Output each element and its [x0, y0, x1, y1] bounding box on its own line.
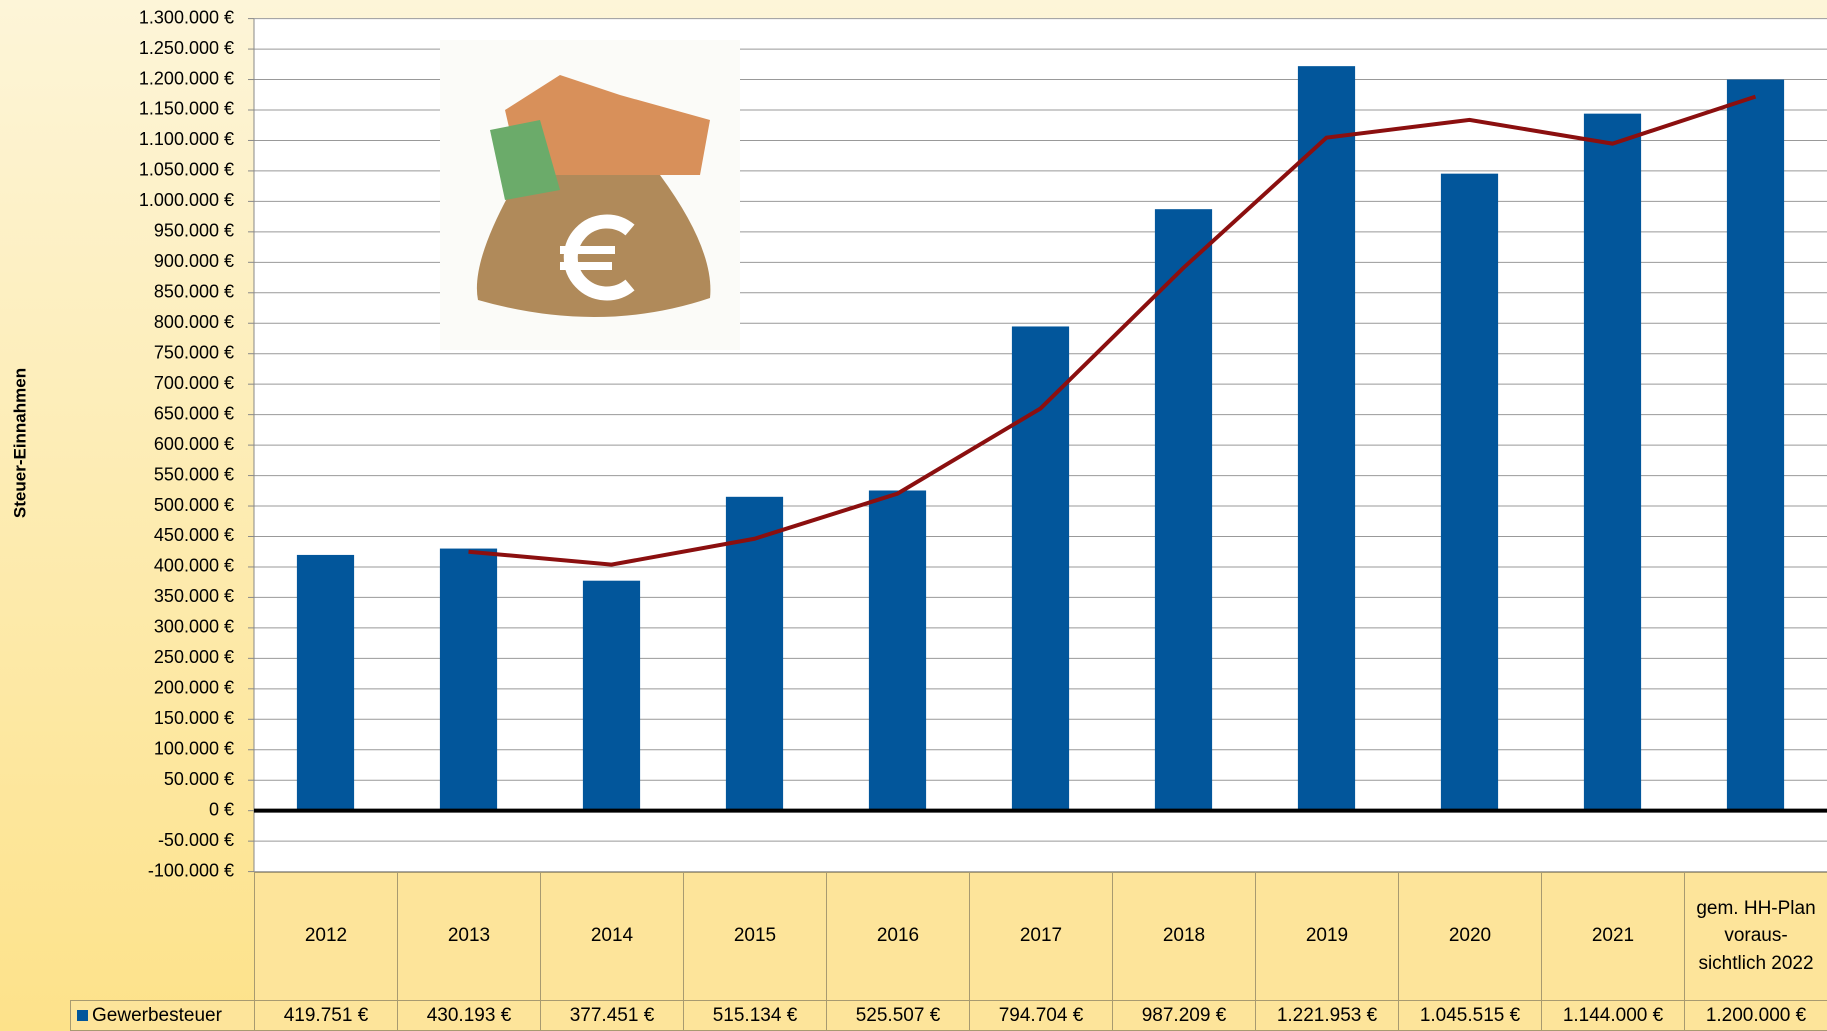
y-tick-label: 450.000 €: [154, 525, 234, 545]
value-label: 515.134 €: [683, 1000, 827, 1031]
category-cell-text: 2020: [1449, 922, 1491, 950]
category-cell: 2012: [254, 872, 398, 1001]
category-cell-text: 2016: [877, 922, 919, 950]
y-tick-label: 800.000 €: [154, 312, 234, 332]
value-label: 1.045.515 €: [1398, 1000, 1542, 1031]
category-cell: 2019: [1255, 872, 1399, 1001]
y-tick-label: 50.000 €: [164, 769, 234, 789]
y-tick-label: 850.000 €: [154, 282, 234, 302]
value-label: 377.451 €: [540, 1000, 684, 1031]
category-cell: 2017: [969, 872, 1113, 1001]
y-tick-label: 600.000 €: [154, 434, 234, 454]
value-label: 987.209 €: [1112, 1000, 1256, 1031]
category-cell: 2015: [683, 872, 827, 1001]
value-label-text: 525.507 €: [856, 1002, 941, 1030]
category-cell: 2014: [540, 872, 684, 1001]
y-tick-label: 1.250.000 €: [139, 38, 234, 58]
value-label-text: 515.134 €: [713, 1002, 798, 1030]
y-tick-label: 1.000.000 €: [139, 190, 234, 210]
page: Steuer-Einnahmen -100.000 € -50.000 € 0 € 5…: [0, 0, 1827, 1031]
y-tick-label: 1.300.000 €: [139, 7, 234, 27]
y-tick-label: 250.000 €: [154, 647, 234, 667]
category-cell-text: 2014: [591, 922, 633, 950]
y-tick-label: 1.050.000 €: [139, 160, 234, 180]
y-tick-label: 650.000 €: [154, 403, 234, 423]
value-label: 525.507 €: [826, 1000, 970, 1031]
money-bag-picture: [440, 40, 740, 350]
y-tick-label: 1.200.000 €: [139, 68, 234, 88]
category-cell-text: 2012: [305, 922, 347, 950]
y-tick-label: 400.000 €: [154, 556, 234, 576]
category-cell-text: 2015: [734, 922, 776, 950]
y-tick-label: 1.100.000 €: [139, 129, 234, 149]
y-tick-label: 750.000 €: [154, 342, 234, 362]
y-tick-label: -100.000 €: [148, 860, 234, 880]
value-label: 794.704 €: [969, 1000, 1113, 1031]
y-tick-label: 350.000 €: [154, 586, 234, 606]
category-cell-text: gem. HH-Plan voraus-sichtlich 2022: [1691, 895, 1821, 978]
value-label: 1.221.953 €: [1255, 1000, 1399, 1031]
category-cell: 2018: [1112, 872, 1256, 1001]
y-tick-label: 150.000 €: [154, 708, 234, 728]
value-label-text: 1.144.000 €: [1563, 1002, 1663, 1030]
bar: [1584, 114, 1641, 811]
category-cell: gem. HH-Plan voraus-sichtlich 2022: [1684, 872, 1827, 1001]
bar: [869, 490, 926, 810]
value-label-text: 794.704 €: [999, 1002, 1084, 1030]
y-tick-label: 550.000 €: [154, 464, 234, 484]
bar: [1441, 174, 1498, 811]
y-tick-label: 200.000 €: [154, 678, 234, 698]
y-tick-label: 500.000 €: [154, 495, 234, 515]
y-tick-label: 0 €: [209, 799, 234, 819]
category-cell: 2021: [1541, 872, 1685, 1001]
y-tick-label: 950.000 €: [154, 221, 234, 241]
category-cell: 2016: [826, 872, 970, 1001]
y-tick-label: 1.150.000 €: [139, 99, 234, 119]
value-label: 1.144.000 €: [1541, 1000, 1685, 1031]
y-tick-label: 700.000 €: [154, 373, 234, 393]
value-label: 430.193 €: [397, 1000, 541, 1031]
legend-label: Gewerbesteuer: [92, 1002, 222, 1030]
bar: [1298, 66, 1355, 811]
value-label-text: 419.751 €: [284, 1002, 369, 1030]
y-tick-label: -50.000 €: [158, 830, 234, 850]
category-cell-text: 2017: [1020, 922, 1062, 950]
bar: [1727, 80, 1784, 811]
bar: [297, 555, 354, 811]
value-label-text: 1.045.515 €: [1420, 1002, 1520, 1030]
y-axis-label: Steuer-Einnahmen: [10, 368, 29, 518]
bar: [1012, 326, 1069, 810]
category-cell: 2013: [397, 872, 541, 1001]
category-cell-text: 2013: [448, 922, 490, 950]
bar: [583, 581, 640, 811]
value-label-text: 1.221.953 €: [1277, 1002, 1377, 1030]
bar: [1155, 209, 1212, 810]
legend-key: [77, 1010, 88, 1021]
category-cell-text: 2019: [1306, 922, 1348, 950]
value-label-text: 430.193 €: [427, 1002, 512, 1030]
bar: [440, 549, 497, 811]
value-label: 419.751 €: [254, 1000, 398, 1031]
legend-cell: Gewerbesteuer: [70, 1000, 255, 1031]
value-label-text: 377.451 €: [570, 1002, 655, 1030]
category-cell-text: 2018: [1163, 922, 1205, 950]
value-label-text: 987.209 €: [1142, 1002, 1227, 1030]
value-label-text: 1.200.000 €: [1706, 1002, 1806, 1030]
category-cell-text: 2021: [1592, 922, 1634, 950]
y-tick-label: 900.000 €: [154, 251, 234, 271]
y-tick-label: 100.000 €: [154, 738, 234, 758]
category-cell: 2020: [1398, 872, 1542, 1001]
y-tick-label: 300.000 €: [154, 617, 234, 637]
value-label: 1.200.000 €: [1684, 1000, 1827, 1031]
